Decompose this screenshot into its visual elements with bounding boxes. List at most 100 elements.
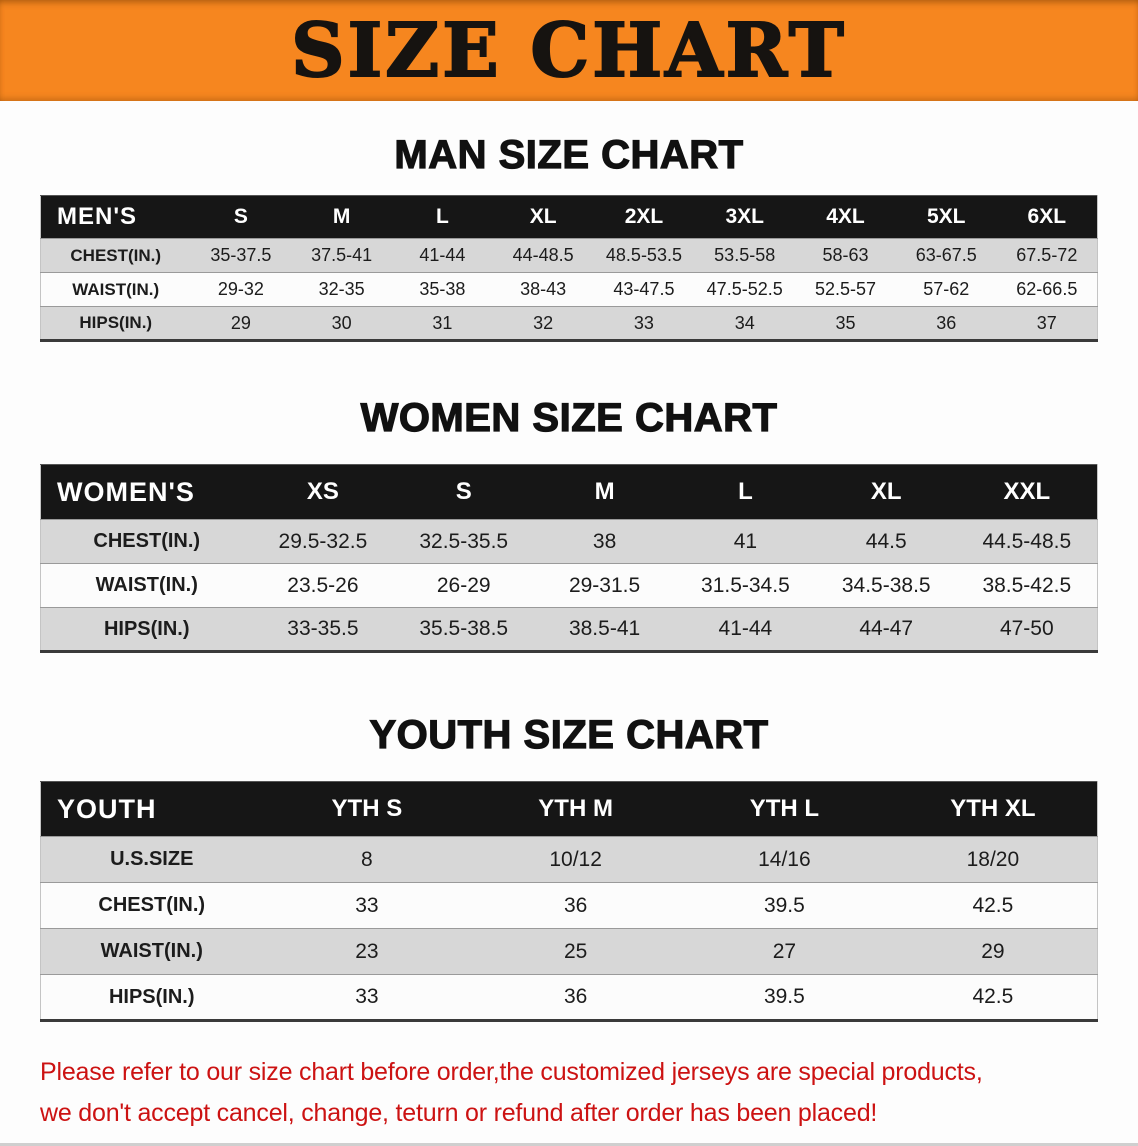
size-header-cell: XL xyxy=(492,195,594,239)
table-row: U.S.SIZE 8 10/12 14/16 18/20 xyxy=(40,836,1098,883)
size-header-cell: 4XL xyxy=(795,195,896,239)
men-size-table: MEN'S S M L XL 2XL 3XL 4XL 5XL 6XL CHEST(IN.) 35-37… xyxy=(40,195,1098,342)
value-cell: 47-50 xyxy=(999,617,1054,640)
size-header-cell: 2XL xyxy=(593,195,695,239)
table-header-row: MEN'S S M L XL 2XL 3XL 4XL 5XL 6XL xyxy=(40,195,1098,239)
value-cell: 29-31.5 xyxy=(568,573,641,597)
row-label-cell: HIPS(IN.) xyxy=(103,617,190,640)
men-section: MAN SIZE CHART MEN'S S M L XL 2XL 3XL 4XL 5XL 6XL… xyxy=(0,131,1138,342)
table-header-row: YOUTH YTH S YTH M YTH L YTH XL xyxy=(40,781,1098,837)
value-cell: 44-47 xyxy=(859,617,914,640)
row-label-cell: WAIST(IN.) xyxy=(95,574,198,596)
row-label-cell: HIPS(IN.) xyxy=(79,313,153,332)
value-cell: 26-29 xyxy=(436,573,491,597)
value-cell: 33-35.5 xyxy=(287,617,359,640)
size-header-cell: 5XL xyxy=(895,195,997,239)
value-cell: 41-44 xyxy=(419,245,466,265)
size-header-cell: S xyxy=(393,464,535,520)
value-cell: 29-32 xyxy=(217,279,264,299)
value-cell: 32.5-35.5 xyxy=(419,529,509,553)
size-header-cell: M xyxy=(291,195,393,239)
value-cell: 39.5 xyxy=(763,985,805,1008)
value-cell: 53.5-58 xyxy=(714,245,776,265)
table-row: WAIST(IN.) 23.5-26 26-29 29-31.5 31.5-34.5 34… xyxy=(40,563,1098,608)
size-header-cell: M xyxy=(534,464,675,520)
women-size-table: WOMEN'S XS S M L XL XXL CHEST(IN.) 29.5-32.5 32.5… xyxy=(40,464,1098,653)
value-cell: 30 xyxy=(331,312,352,333)
value-cell: 29 xyxy=(981,939,1005,963)
value-cell: 38.5-42.5 xyxy=(982,573,1072,597)
value-cell: 63-67.5 xyxy=(915,245,977,265)
size-header-cell: YTH XL xyxy=(888,781,1098,837)
size-header-cell: 6XL xyxy=(996,195,1098,239)
value-cell: 52.5-57 xyxy=(814,279,876,299)
value-cell: 34.5-38.5 xyxy=(841,573,931,597)
value-cell: 36 xyxy=(563,985,588,1008)
value-cell: 42.5 xyxy=(972,893,1014,917)
row-label-cell: CHEST(IN.) xyxy=(98,894,206,916)
value-cell: 37.5-41 xyxy=(311,245,373,265)
size-header-cell: YTH S xyxy=(262,781,472,837)
women-section-heading: WOMEN SIZE CHART xyxy=(360,395,778,440)
value-cell: 62-66.5 xyxy=(1016,279,1078,299)
value-cell: 23 xyxy=(355,939,379,963)
size-header-cell: YTH M xyxy=(471,781,680,837)
row-label-cell: U.S.SIZE xyxy=(110,848,194,870)
value-cell: 42.5 xyxy=(972,985,1014,1008)
size-header-cell: XL xyxy=(815,464,957,520)
value-cell: 33 xyxy=(633,312,654,333)
size-header-cell: L xyxy=(392,195,493,239)
youth-section: YOUTH SIZE CHART YOUTH YTH S YTH M YTH L YTH… xyxy=(0,711,1138,1022)
table-header-row: WOMEN'S XS S M L XL XXL xyxy=(40,464,1098,520)
table-title-cell: WOMEN'S xyxy=(40,464,253,520)
table-row: HIPS(IN.) 33 36 39.5 42.5 xyxy=(40,974,1098,1021)
value-cell: 35.5-38.5 xyxy=(419,617,509,640)
value-cell: 47.5-52.5 xyxy=(706,279,783,299)
size-header-cell: L xyxy=(674,464,816,520)
value-cell: 27 xyxy=(772,939,797,963)
value-cell: 41 xyxy=(733,529,758,553)
table-row: CHEST(IN.) 29.5-32.5 32.5-35.5 38 41 44.5 44.5… xyxy=(40,519,1098,564)
value-cell: 44.5 xyxy=(865,529,907,553)
value-cell: 35-37.5 xyxy=(210,245,272,265)
disclaimer-line-2: we don't accept cancel, change, teturn o… xyxy=(40,1098,878,1127)
value-cell: 35 xyxy=(835,312,856,333)
value-cell: 48.5-53.5 xyxy=(605,245,682,265)
value-cell: 31.5-34.5 xyxy=(701,573,790,597)
value-cell: 29 xyxy=(230,312,251,333)
value-cell: 25 xyxy=(563,939,588,963)
size-header-cell: 3XL xyxy=(694,195,796,239)
value-cell: 32-35 xyxy=(318,279,365,299)
youth-size-table: YOUTH YTH S YTH M YTH L YTH XL U.S.SIZE 8 10/12… xyxy=(40,781,1098,1022)
value-cell: 23.5-26 xyxy=(287,573,359,597)
value-cell: 18/20 xyxy=(966,847,1020,871)
value-cell: 32 xyxy=(533,312,554,333)
disclaimer-line-1: Please refer to our size chart before or… xyxy=(40,1058,983,1086)
size-header-cell: YTH L xyxy=(680,781,889,837)
value-cell: 57-62 xyxy=(923,279,970,299)
value-cell: 37 xyxy=(1036,312,1057,333)
table-row: WAIST(IN.) 29-32 32-35 35-38 38-43 43-47.5 47.… xyxy=(40,272,1098,307)
size-header-cell: XXL xyxy=(956,464,1098,520)
disclaimer: Please refer to our size chart before or… xyxy=(40,1052,1098,1133)
women-section: WOMEN SIZE CHART WOMEN'S XS S M L XL XXL CHEST(… xyxy=(0,394,1138,653)
row-label-cell: CHEST(IN.) xyxy=(70,245,162,265)
table-title-cell: YOUTH xyxy=(40,781,263,837)
value-cell: 10/12 xyxy=(549,847,602,871)
value-cell: 58-63 xyxy=(822,245,869,265)
table-row: HIPS(IN.) 29 30 31 32 33 34 35 36 37 xyxy=(40,306,1098,341)
table-title-cell: MEN'S xyxy=(40,195,191,239)
table-row: HIPS(IN.) 33-35.5 35.5-38.5 38.5-41 41-44 44-… xyxy=(40,607,1098,652)
value-cell: 36 xyxy=(563,893,588,917)
value-cell: 67.5-72 xyxy=(1016,245,1078,265)
size-header-cell: XS xyxy=(252,464,394,520)
row-label-cell: HIPS(IN.) xyxy=(108,985,195,1008)
value-cell: 31 xyxy=(432,312,453,333)
youth-section-heading: YOUTH SIZE CHART xyxy=(369,712,769,757)
value-cell: 33 xyxy=(355,985,379,1008)
value-cell: 41-44 xyxy=(718,617,773,640)
value-cell: 8 xyxy=(361,847,373,871)
table-row: CHEST(IN.) 33 36 39.5 42.5 xyxy=(40,882,1098,929)
table-row: CHEST(IN.) 35-37.5 37.5-41 41-44 44-48.5 48.5… xyxy=(40,238,1098,273)
value-cell: 33 xyxy=(355,893,379,917)
